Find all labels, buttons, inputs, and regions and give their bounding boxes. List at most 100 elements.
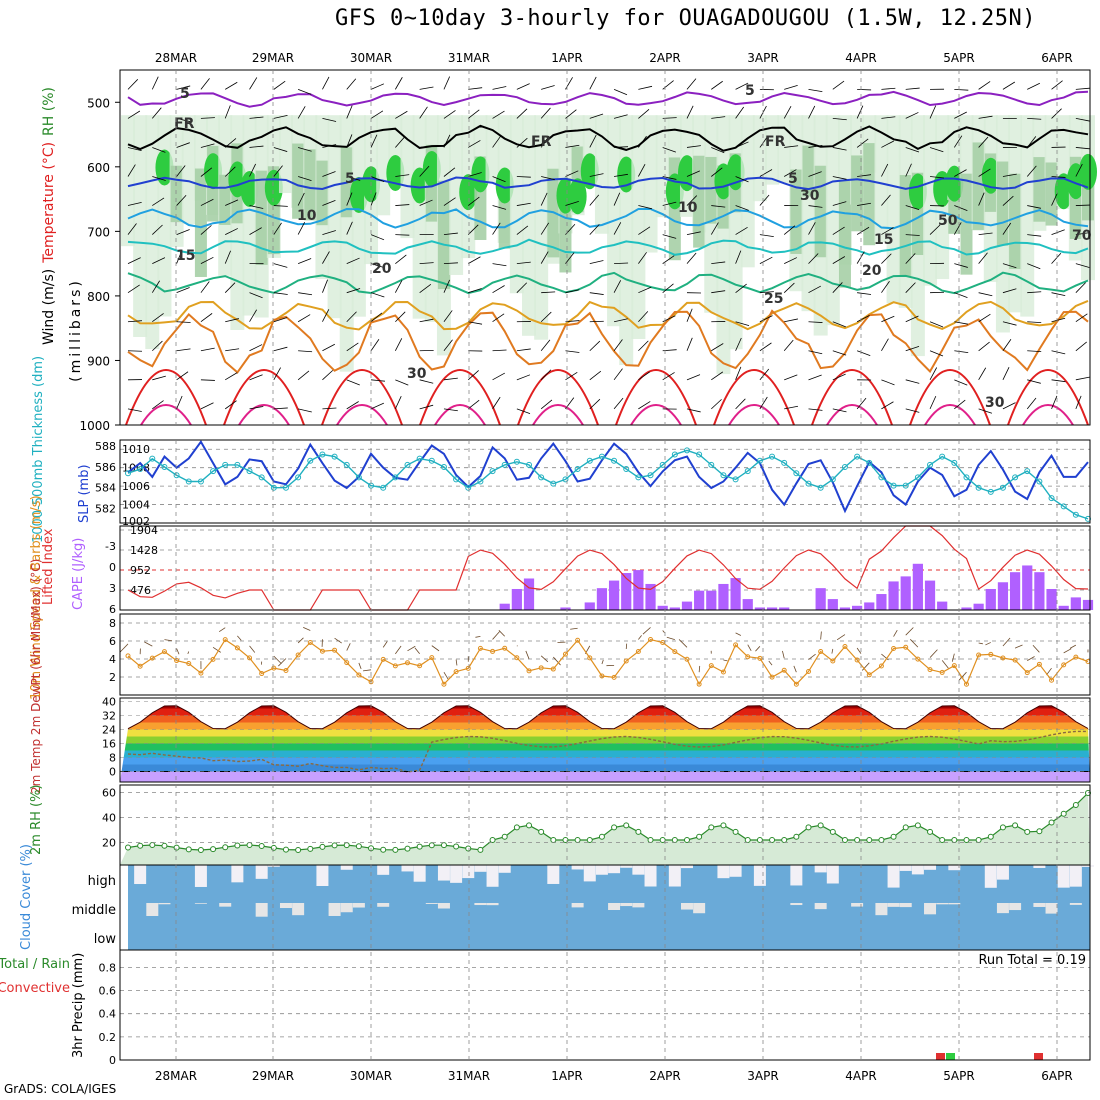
cloud-cell	[340, 865, 353, 870]
wind-barb	[516, 348, 531, 352]
thickness-point	[185, 478, 192, 485]
cape-bar	[523, 578, 535, 610]
wind-barb	[1051, 395, 1058, 410]
rh-point	[574, 837, 581, 843]
rh-shade-cell	[643, 115, 658, 253]
wind-barb	[468, 196, 480, 206]
wind-barb	[589, 260, 604, 265]
wind-barb	[346, 379, 360, 386]
thickness-point	[635, 474, 642, 481]
cloud-cell	[1009, 903, 1022, 911]
wind-point	[818, 649, 824, 655]
rh-point	[234, 842, 241, 849]
rh-shade-cell	[376, 115, 391, 216]
footer-credit: GrADS: COLA/IGES	[4, 1082, 117, 1096]
wind-barb	[735, 321, 750, 327]
wind-barb	[978, 168, 991, 177]
tick-label: 4	[109, 653, 116, 666]
panel-frame	[119, 525, 1091, 611]
rh-shade-cell	[899, 175, 912, 277]
tick-label: 600	[87, 161, 110, 175]
rh-shade-cell	[752, 115, 767, 202]
y-axis-label: (millibars)	[68, 278, 84, 382]
wind-barb	[735, 176, 749, 183]
wind-barb	[540, 135, 550, 148]
rh-shade-cell	[255, 170, 268, 265]
wind-barb	[540, 369, 552, 381]
wind-barb	[540, 222, 550, 235]
wind-point	[125, 653, 131, 659]
wind-barb	[711, 343, 724, 352]
wind-barb	[711, 80, 723, 90]
wind-barb	[686, 252, 697, 264]
x-tick-label: 1APR	[551, 51, 582, 65]
thickness-point	[1072, 511, 1079, 518]
rh-point	[270, 844, 277, 851]
wind-barb	[419, 86, 434, 90]
wind-barb	[613, 397, 624, 410]
wind-barb	[127, 164, 136, 177]
tick-label: 6	[109, 603, 116, 616]
rh-point	[756, 837, 763, 843]
wind-barb	[905, 163, 912, 177]
y-axis-label-part: Convective	[0, 981, 70, 996]
wind-barb	[249, 309, 258, 322]
wind-barb	[662, 80, 674, 90]
wind-barb	[370, 379, 386, 382]
wind-barb	[467, 224, 479, 235]
wind-barb	[1026, 165, 1037, 177]
rh-point	[416, 843, 423, 850]
thickness-point	[453, 476, 460, 483]
thickness-point	[513, 458, 520, 465]
thickness-point	[598, 453, 605, 460]
cloud-cell	[231, 865, 244, 883]
wind-barb	[394, 395, 402, 410]
rh-point	[987, 833, 994, 840]
wind-barb	[1002, 402, 1016, 410]
wind-barb	[395, 379, 409, 386]
wind-barb	[905, 627, 914, 636]
wind-barb	[249, 645, 256, 653]
wind-barb	[905, 253, 916, 264]
thickness-point	[841, 463, 848, 470]
cloud-cell	[571, 865, 584, 870]
wind-barb	[905, 282, 916, 293]
contour-line	[127, 238, 1089, 256]
wind-barb	[370, 134, 378, 148]
thickness-point	[210, 468, 217, 475]
wind-barb	[662, 147, 677, 153]
cloud-cell	[194, 865, 207, 887]
rh-shade-cell	[996, 161, 1009, 246]
wind-barb	[662, 372, 675, 381]
thickness-point	[805, 480, 812, 487]
wind-barb	[831, 648, 834, 654]
wind-barb	[589, 76, 597, 90]
rh-shade-cell	[874, 115, 889, 243]
wind-barb	[662, 201, 677, 206]
thickness-point	[817, 484, 824, 491]
cloud-cell	[255, 903, 268, 917]
rh-shade-cell	[388, 115, 403, 162]
wind-barb	[759, 135, 769, 148]
wind-barb	[613, 339, 623, 352]
cloud-cell	[790, 903, 803, 906]
contour-label: 5	[345, 171, 355, 187]
wind-point	[915, 656, 921, 662]
cloud-cell	[668, 865, 681, 887]
wind-point	[720, 669, 726, 675]
rh-point	[708, 824, 715, 831]
wind-barb	[225, 81, 238, 90]
wind-barb	[225, 372, 238, 381]
cloud-cell	[887, 903, 900, 907]
rh-point	[866, 837, 873, 843]
wind-barb	[735, 205, 749, 211]
rh-shade-cell	[437, 180, 450, 290]
tick-label: 476	[130, 584, 151, 597]
wind-barb	[273, 317, 288, 323]
wind-barb	[394, 280, 403, 293]
wind-barb	[1002, 173, 1017, 177]
cape-bar	[924, 580, 936, 610]
wind-barb	[144, 641, 153, 647]
thickness-point	[465, 484, 472, 491]
wind-barb	[1075, 163, 1083, 177]
